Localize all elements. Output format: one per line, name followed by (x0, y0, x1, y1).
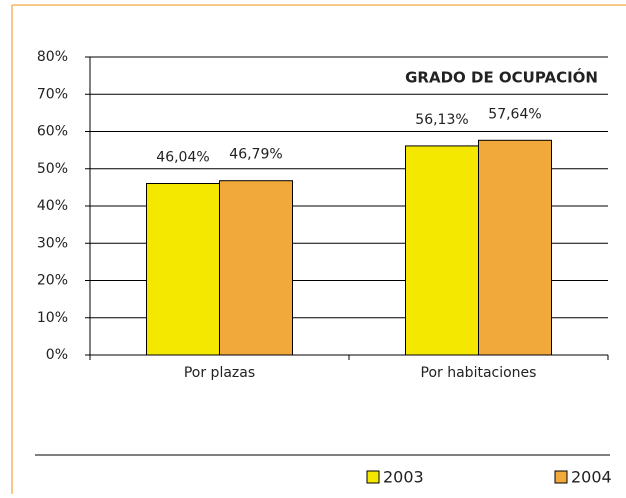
legend-label: 2004 (571, 468, 612, 487)
data-label: 57,64% (488, 106, 541, 122)
y-tick-label: 0% (46, 347, 68, 363)
y-tick-label: 20% (37, 273, 68, 289)
bar (478, 139, 552, 356)
y-tick-label: 80% (37, 49, 68, 65)
y-tick-label: 70% (37, 86, 68, 102)
data-label: 46,79% (229, 147, 282, 163)
legend-swatch (366, 470, 380, 484)
legend-swatch (554, 470, 568, 484)
chart-title: GRADO DE OCUPACIÓN (405, 68, 598, 87)
data-label: 46,04% (156, 150, 209, 166)
legend-label: 2003 (383, 468, 424, 487)
bar (146, 183, 220, 356)
x-tick-label: Por plazas (184, 365, 255, 381)
x-tick-label: Por habitaciones (421, 365, 537, 381)
bar (219, 180, 293, 356)
y-tick-label: 40% (37, 198, 68, 214)
data-label: 56,13% (415, 112, 468, 128)
bar (405, 145, 479, 356)
y-tick-label: 10% (37, 310, 68, 326)
y-tick-label: 60% (37, 124, 68, 140)
y-tick-label: 50% (37, 161, 68, 177)
y-tick-label: 30% (37, 235, 68, 251)
